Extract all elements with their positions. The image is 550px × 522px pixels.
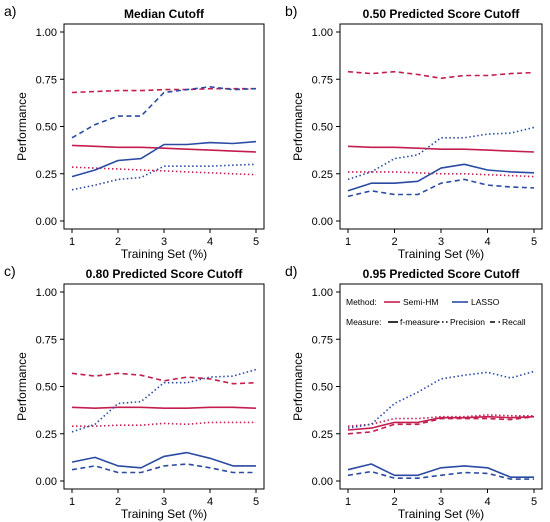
- series-line-semihm-precision: [347, 414, 534, 427]
- y-tick-label: 0.00: [312, 216, 333, 228]
- panel-title: 0.80 Predicted Score Cutoff: [86, 267, 244, 281]
- y-tick-label: 0.25: [312, 429, 333, 441]
- x-tick-label: 2: [115, 236, 121, 248]
- series-line-semihm-recall: [347, 70, 535, 80]
- panel-title: 0.95 Predicted Score Cutoff: [363, 267, 521, 281]
- x-tick-label: 1: [69, 496, 75, 508]
- panel-c: c) 0.80 Predicted Score Cutoff 0.00 0.25 0.5…: [4, 263, 265, 521]
- x-tick-label: 4: [207, 496, 213, 508]
- y-tick-label: 0.00: [36, 476, 57, 488]
- series-line-semihm-precision: [348, 171, 535, 178]
- plot-frame: [339, 283, 543, 490]
- series-line-lasso-fmeasure: [71, 140, 257, 178]
- y-tick-label: 0.75: [36, 334, 57, 346]
- y-tick-label: 0.25: [312, 169, 333, 181]
- legend-method-label: Method:: [346, 297, 377, 307]
- series-line-semihm-fmeasure: [71, 144, 257, 153]
- x-tick-label: 3: [161, 236, 167, 248]
- series-line-semihm-recall: [71, 372, 257, 385]
- x-axis-label: Training Set (%): [121, 507, 207, 521]
- y-tick-label: 0.50: [312, 122, 333, 134]
- panel-letter: b): [285, 3, 297, 19]
- series-line-semihm-recall: [347, 415, 535, 435]
- x-tick-label: 5: [253, 496, 259, 508]
- y-tick-label: 0.00: [312, 476, 333, 488]
- series-line-lasso-precision: [71, 163, 257, 191]
- y-axis-label: Performance: [291, 92, 305, 161]
- series-line-semihm-precision: [71, 166, 257, 176]
- series-line-lasso-precision: [71, 368, 257, 433]
- panel-letter: a): [4, 3, 16, 19]
- y-axis-label: Performance: [15, 92, 29, 161]
- series-line-lasso-fmeasure: [71, 451, 256, 469]
- x-tick-label: 3: [438, 496, 444, 508]
- series-line-lasso-fmeasure: [347, 163, 535, 192]
- x-tick-label: 3: [161, 496, 167, 508]
- x-tick-label: 1: [345, 496, 351, 508]
- y-tick-label: 0.50: [36, 382, 57, 394]
- plot-frame: [339, 23, 543, 230]
- series-line-lasso-fmeasure: [347, 463, 534, 479]
- series-line-semihm-precision: [72, 421, 256, 428]
- legend-method-semi-hm: Semi-HM: [403, 297, 438, 307]
- legend: Method: Semi-HM LASSO Measure: f-measure Prec…: [346, 297, 526, 327]
- panel-d: d) 0.95 Predicted Score Cutoff 0.00 0.25 0.5…: [285, 263, 543, 521]
- panel-letter: c): [4, 263, 16, 279]
- x-tick-label: 2: [391, 496, 397, 508]
- y-tick-label: 1.00: [36, 287, 57, 299]
- x-tick-label: 4: [207, 236, 213, 248]
- series-line-lasso-recall: [347, 470, 534, 480]
- panel-title: 0.50 Predicted Score Cutoff: [363, 7, 521, 21]
- y-tick-label: 0.75: [312, 74, 333, 86]
- series-line-semihm-fmeasure: [71, 406, 257, 410]
- y-tick-label: 0.50: [36, 122, 57, 134]
- x-tick-label: 5: [531, 496, 537, 508]
- panel-b: b) 0.50 Predicted Score Cutoff 0.00 0.25 0.5…: [285, 3, 543, 261]
- y-tick-label: 1.00: [312, 287, 333, 299]
- series-line-lasso-recall: [347, 178, 535, 198]
- series-line-lasso-precision: [347, 126, 535, 181]
- panel-a: a) Median Cutoff 0.00 0.25 0.50 0.75 1.00 1 2 3 4 5…: [4, 3, 265, 261]
- panel-title: Median Cutoff: [124, 7, 205, 21]
- y-tick-label: 0.00: [36, 216, 57, 228]
- x-tick-label: 5: [531, 236, 537, 248]
- plot-frame: [63, 23, 265, 230]
- series-line-lasso-recall: [71, 463, 256, 474]
- legend-measure-precision: Precision: [450, 317, 485, 327]
- x-axis-label: Training Set (%): [121, 247, 207, 261]
- y-tick-label: 1.00: [312, 27, 333, 39]
- y-tick-label: 0.75: [312, 334, 333, 346]
- legend-measure-label: Measure:: [346, 317, 381, 327]
- x-axis-label: Training Set (%): [398, 507, 484, 521]
- x-tick-label: 4: [484, 496, 490, 508]
- x-tick-label: 1: [69, 236, 75, 248]
- x-tick-label: 4: [484, 236, 490, 248]
- y-axis-label: Performance: [15, 352, 29, 421]
- y-tick-label: 0.25: [36, 169, 57, 181]
- y-tick-label: 1.00: [36, 27, 57, 39]
- legend-measure-recall: Recall: [502, 317, 526, 327]
- panel-letter: d): [285, 263, 297, 279]
- series-line-semihm-fmeasure: [347, 145, 535, 153]
- x-tick-label: 2: [115, 496, 121, 508]
- x-tick-label: 2: [391, 236, 397, 248]
- legend-method-lasso: LASSO: [471, 297, 500, 307]
- x-tick-label: 5: [253, 236, 259, 248]
- x-axis-label: Training Set (%): [398, 247, 484, 261]
- series-line-lasso-precision: [347, 370, 535, 429]
- y-tick-label: 0.25: [36, 429, 57, 441]
- series-line-semihm-fmeasure: [347, 415, 535, 431]
- series-line-lasso-recall: [71, 86, 257, 139]
- y-tick-label: 0.75: [36, 74, 57, 86]
- series-line-semihm-recall: [71, 87, 256, 94]
- x-tick-label: 1: [345, 236, 351, 248]
- y-tick-label: 0.50: [312, 382, 333, 394]
- y-axis-label: Performance: [291, 352, 305, 421]
- legend-measure-fmeasure: f-measure: [400, 317, 439, 327]
- x-tick-label: 3: [438, 236, 444, 248]
